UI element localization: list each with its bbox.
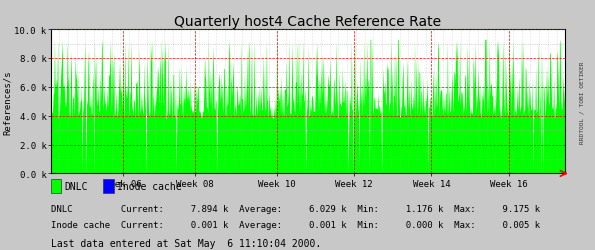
Text: DNLC         Current:     7.894 k  Average:     6.029 k  Min:     1.176 k  Max: : DNLC Current: 7.894 k Average: 6.029 k M… — [51, 204, 540, 213]
Y-axis label: References/s: References/s — [2, 70, 11, 134]
Text: Inode cache: Inode cache — [117, 181, 181, 191]
Title: Quarterly host4 Cache Reference Rate: Quarterly host4 Cache Reference Rate — [174, 15, 441, 29]
Text: Last data entered at Sat May  6 11:10:04 2000.: Last data entered at Sat May 6 11:10:04 … — [51, 238, 321, 248]
Text: RRDTOOL / TOBI OETIKER: RRDTOOL / TOBI OETIKER — [580, 62, 584, 144]
Text: Inode cache  Current:     0.001 k  Average:     0.001 k  Min:     0.000 k  Max: : Inode cache Current: 0.001 k Average: 0.… — [51, 220, 540, 229]
Text: DNLC: DNLC — [64, 181, 87, 191]
